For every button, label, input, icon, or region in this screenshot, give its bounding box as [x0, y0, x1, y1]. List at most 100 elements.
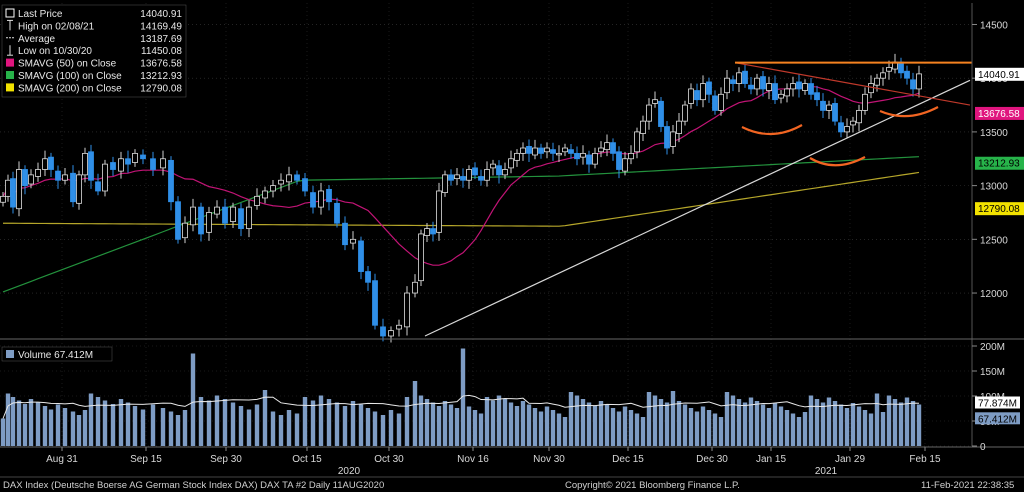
candle-body: [802, 83, 808, 91]
moving-average-lines: [2, 85, 920, 293]
volume-bar: [358, 404, 364, 446]
candle-body: [294, 174, 300, 181]
volume-bar: [820, 402, 826, 446]
candle-body: [132, 152, 138, 163]
volume-bar: [610, 408, 616, 446]
volume-bar: [430, 402, 436, 446]
legend-swatch: [5, 8, 15, 18]
candle-body: [520, 147, 526, 154]
price-tag-box: [975, 156, 1024, 170]
candle-body: [358, 240, 364, 272]
resistance-trendline: [734, 62, 971, 106]
legend-value: 13187.69: [140, 34, 182, 45]
candle-body: [826, 104, 832, 111]
price-tag-label: 14040.91: [978, 70, 1020, 81]
volume-bar: [556, 413, 562, 446]
volume-bar: [802, 412, 808, 446]
legend-value: 13676.58: [140, 59, 182, 70]
candle-body: [478, 176, 484, 181]
volume-bar: [736, 399, 742, 446]
volume-average-line: [2, 394, 920, 419]
volume-tick-label: 200M: [980, 342, 1005, 353]
volume-bar: [724, 392, 730, 446]
candle-body: [670, 131, 676, 147]
candle-body: [832, 103, 838, 122]
volume-bar: [508, 402, 514, 446]
candle-body: [430, 228, 436, 235]
x-tick-label: Aug 31: [46, 454, 78, 465]
volume-bar: [664, 402, 670, 446]
candle-body: [652, 99, 658, 104]
price-tick-label: 13500: [980, 128, 1008, 139]
candle-body: [502, 169, 508, 176]
candle-body: [396, 324, 402, 330]
candle-body: [110, 162, 116, 170]
candle-body: [694, 90, 700, 101]
candle-body: [342, 222, 348, 246]
volume-bar: [844, 408, 850, 446]
candle-body: [318, 190, 324, 208]
price-tick-label: 12500: [980, 235, 1008, 246]
legend-value: 13212.93: [140, 71, 182, 82]
volume-bar: [118, 399, 124, 446]
volume-legend-swatch: [6, 350, 14, 358]
volume-legend-label: Volume 67.412M: [18, 350, 93, 361]
candle-body: [424, 228, 430, 236]
candle-body: [604, 142, 610, 151]
candle-body: [796, 81, 802, 90]
x-tick-label: Sep 15: [130, 454, 162, 465]
candle-body: [886, 67, 892, 72]
volume-bar: [238, 406, 244, 446]
candle-body: [784, 88, 790, 97]
candle-body: [490, 163, 496, 169]
volume-bar: [880, 412, 886, 446]
x-tick-label: Sep 30: [210, 454, 242, 465]
volume-bar: [526, 404, 532, 446]
candle-body: [102, 163, 108, 192]
candle-body: [380, 326, 386, 337]
x-tick-label: Jan 29: [835, 454, 865, 465]
volume-bar: [436, 406, 442, 446]
candle-body: [302, 178, 308, 192]
volume-bar: [904, 397, 910, 446]
candle-body: [238, 208, 244, 229]
volume-bar: [796, 417, 802, 446]
volume-bar: [42, 406, 48, 446]
candle-body: [125, 158, 131, 165]
candle-body: [658, 100, 664, 127]
candle-body: [562, 147, 568, 153]
volume-bar: [342, 406, 348, 446]
volume-bar: [0, 418, 6, 446]
volume-tick-label: 150M: [980, 367, 1005, 378]
candle-body: [616, 151, 622, 170]
volume-bar: [230, 402, 236, 446]
volume-bar: [514, 406, 520, 446]
candle-body: [706, 81, 712, 95]
volume-bar: [175, 415, 181, 446]
volume-bar: [622, 406, 628, 446]
candlesticks: [0, 53, 922, 343]
candle-body: [198, 206, 204, 235]
volume-bar: [604, 404, 610, 446]
volume-bar: [150, 404, 156, 446]
legend-value: 14040.91: [140, 9, 182, 20]
volume-bar: [580, 399, 586, 446]
volume-bar: [132, 406, 138, 446]
volume-bar: [350, 401, 356, 446]
volume-bar: [222, 399, 228, 446]
volume-bar: [102, 400, 108, 446]
volume-bar: [404, 397, 410, 446]
legend-label: High on 02/08/21: [18, 21, 95, 32]
volume-tag-box: [975, 396, 1020, 409]
candle-body: [544, 147, 550, 153]
volume-bar: [182, 410, 188, 446]
candle-body: [48, 156, 54, 170]
legend-swatch: [6, 58, 14, 67]
volume-bar: [254, 404, 260, 446]
legend-label: Average: [18, 34, 56, 45]
volume-bar: [886, 395, 892, 446]
candle-body: [718, 93, 724, 111]
price-tag-label: 13212.93: [978, 159, 1020, 170]
volume-bar: [48, 409, 54, 446]
sma-100-line: [2, 156, 920, 293]
